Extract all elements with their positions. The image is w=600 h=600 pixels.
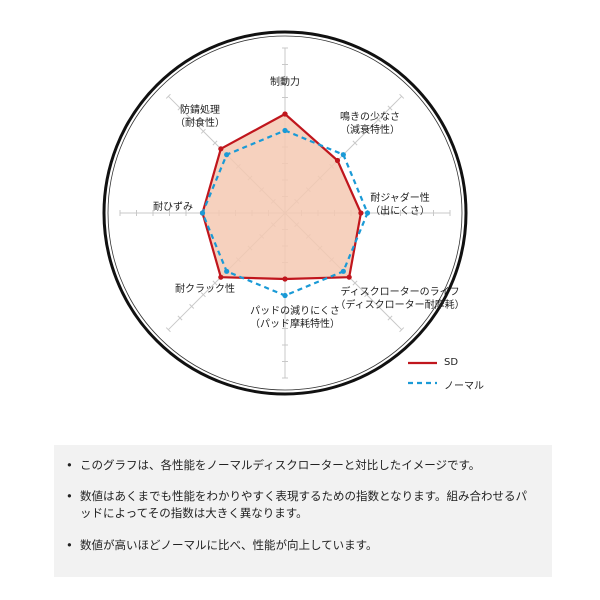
axis-tick bbox=[364, 128, 370, 134]
legend-label-normal: ノーマル bbox=[444, 381, 484, 392]
data-point bbox=[358, 210, 364, 216]
axis-tick bbox=[177, 315, 183, 321]
data-point bbox=[224, 152, 230, 158]
data-point bbox=[282, 111, 288, 117]
axis-tick bbox=[352, 140, 358, 146]
axis-tick bbox=[212, 140, 218, 146]
axis-label-text: （出にくさ） bbox=[370, 206, 430, 217]
series-sd-polygon bbox=[201, 112, 362, 281]
axis-tick bbox=[165, 93, 171, 99]
axis-tick bbox=[189, 303, 195, 309]
axis-tick bbox=[364, 292, 370, 298]
axis-tick bbox=[387, 315, 393, 321]
axis-tick bbox=[352, 280, 358, 286]
notes-box: • このグラフは、各性能をノーマルディスクローターと対比したイメージです。 • 数値… bbox=[54, 445, 552, 577]
axis-tick bbox=[399, 93, 405, 99]
note-item: • 数値が高いほどノーマルに比べ、性能が向上しています。 bbox=[66, 537, 536, 554]
axis-label-crack: 耐クラック性 bbox=[172, 283, 238, 296]
data-point bbox=[346, 274, 352, 280]
outer-ring bbox=[102, 30, 468, 396]
bullet: • bbox=[66, 489, 73, 503]
data-point bbox=[340, 268, 346, 274]
axis-label-braking: 制動力 bbox=[255, 76, 315, 89]
inner-ring bbox=[107, 35, 463, 391]
axis-tick bbox=[387, 105, 393, 111]
axis-tick bbox=[177, 105, 183, 111]
axis-label-pad-wear: パッドの減りにくさ （パッド摩耗特性） bbox=[245, 305, 345, 331]
data-point bbox=[282, 127, 288, 134]
axis-tick bbox=[200, 292, 206, 298]
legend-label-sd: SD bbox=[444, 357, 459, 368]
axis-label-text: ディスクローターのライフ bbox=[340, 287, 460, 298]
axis-label-text: 耐ひずみ bbox=[153, 202, 193, 213]
note-text: このグラフは、各性能をノーマルディスクローターと対比したイメージです。 bbox=[80, 458, 481, 472]
data-point bbox=[224, 268, 230, 274]
axis-tick bbox=[189, 117, 195, 123]
axis-label-noise: 鳴きの少なさ （減衰特性） bbox=[335, 111, 405, 137]
axis-label-text: （ディスクローター耐摩耗） bbox=[335, 300, 465, 311]
data-point bbox=[334, 157, 341, 164]
axis-tick bbox=[399, 327, 405, 333]
axis-label-text: （耐食性） bbox=[175, 118, 225, 129]
axis-label-text: （パッド摩耗特性） bbox=[250, 319, 340, 330]
data-point bbox=[218, 146, 224, 152]
axis-label-distortion: 耐ひずみ bbox=[148, 201, 198, 214]
note-item: • 数値はあくまでも性能をわかりやすく表現するための指数となります。組み合わせるパ… bbox=[66, 488, 536, 522]
axis-label-rust: 防錆処理 （耐食性） bbox=[170, 104, 230, 130]
data-point bbox=[282, 292, 288, 299]
data-point bbox=[218, 274, 224, 280]
axis-label-text: 耐ジャダー性 bbox=[370, 193, 430, 204]
bullet: • bbox=[66, 538, 73, 552]
axis-tick bbox=[375, 303, 381, 309]
axis-label-text: 鳴きの少なさ bbox=[340, 112, 400, 123]
axis-label-rotor-life: ディスクローターのライフ （ディスクローター耐摩耗） bbox=[335, 286, 465, 312]
axis-label-judder: 耐ジャダー性 （出にくさ） bbox=[365, 192, 435, 218]
axis-label-text: （減衰特性） bbox=[340, 125, 400, 136]
axis-tick bbox=[165, 327, 171, 333]
axis-label-text: 防錆処理 bbox=[180, 105, 220, 116]
note-item: • このグラフは、各性能をノーマルディスクローターと対比したイメージです。 bbox=[66, 457, 536, 474]
data-point bbox=[340, 152, 346, 158]
note-text: 数値はあくまでも性能をわかりやすく表現するための指数となります。組み合わせるパッ… bbox=[80, 489, 528, 520]
axis-tick bbox=[375, 117, 381, 123]
data-point bbox=[364, 210, 371, 216]
axis-label-text: 耐クラック性 bbox=[175, 284, 235, 295]
data-point bbox=[199, 210, 206, 216]
bullet: • bbox=[66, 458, 73, 472]
data-point bbox=[282, 276, 288, 282]
axis-label-text: パッドの減りにくさ bbox=[250, 306, 340, 317]
axis-label-text: 制動力 bbox=[270, 77, 300, 88]
axis-tick bbox=[200, 128, 206, 134]
axis-tick bbox=[212, 280, 218, 286]
note-text: 数値が高いほどノーマルに比べ、性能が向上しています。 bbox=[80, 538, 378, 552]
radar-chart bbox=[102, 30, 468, 396]
